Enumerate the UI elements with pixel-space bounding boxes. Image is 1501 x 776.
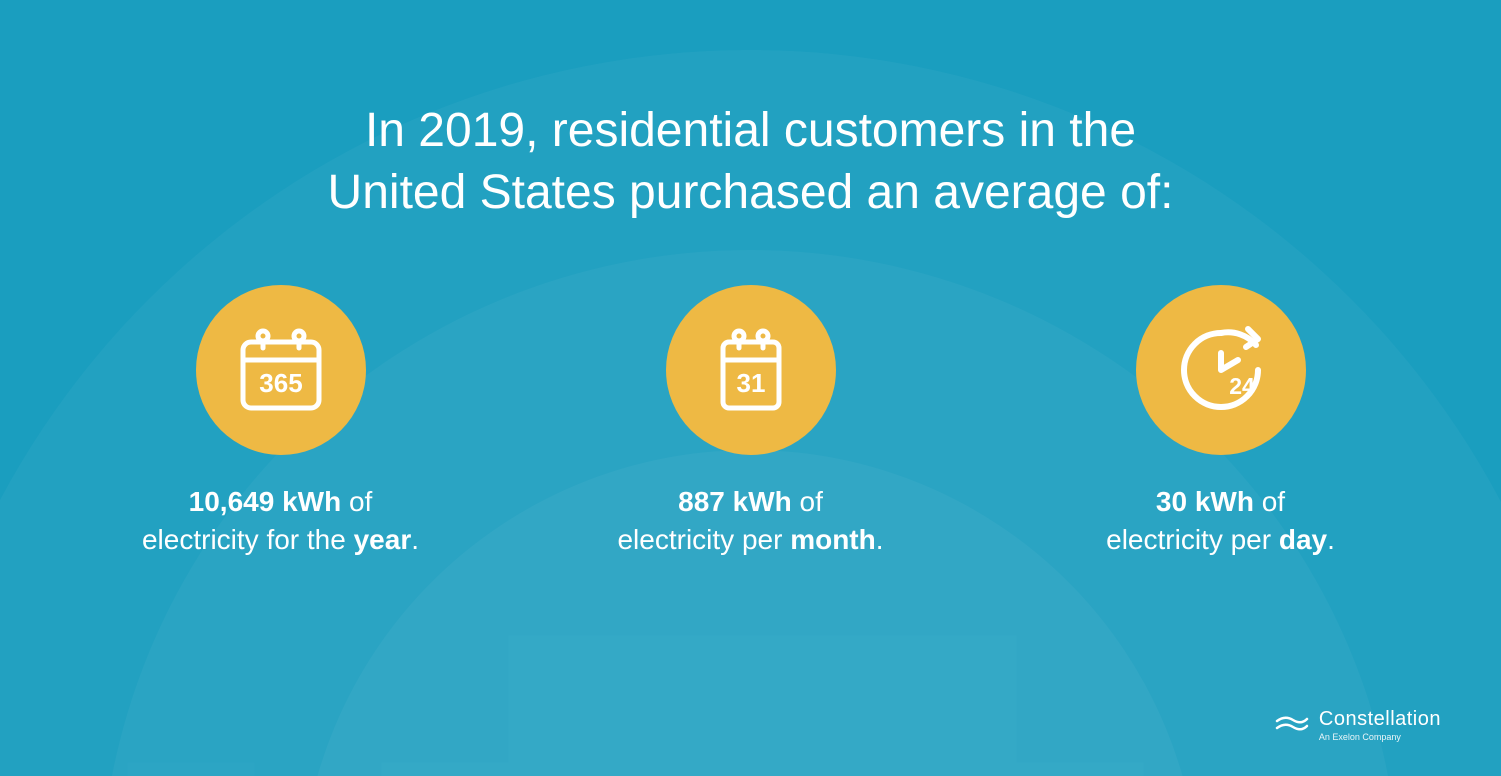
clock-24-icon: 24 [1136, 285, 1306, 455]
calendar-365-icon: 365 [196, 285, 366, 455]
clock-24-label: 24 [1229, 373, 1255, 399]
stat-day-value: 30 kWh [1156, 486, 1254, 517]
stat-day-text: 30 kWh of electricity per day. [1106, 483, 1335, 559]
brand-text: Constellation An Exelon Company [1319, 708, 1441, 742]
brand-name: Constellation [1319, 708, 1441, 731]
stat-month-text: 887 kWh of electricity per month. [617, 483, 883, 559]
brand-sub: An Exelon Company [1319, 732, 1401, 742]
calendar-31-icon: 31 [666, 285, 836, 455]
headline: In 2019, residential customers in the Un… [328, 100, 1174, 225]
headline-line2: United States purchased an average of: [328, 166, 1174, 219]
stat-month-value: 887 kWh [678, 486, 792, 517]
calendar-31-label: 31 [736, 368, 765, 398]
stat-day: 24 30 kWh of electricity per day. [1071, 285, 1371, 559]
content: In 2019, residential customers in the Un… [0, 0, 1501, 776]
stat-month: 31 887 kWh of electricity per month. [601, 285, 901, 559]
stat-year: 365 10,649 kWh of electricity for the ye… [131, 285, 431, 559]
headline-line1: In 2019, residential customers in the [365, 104, 1136, 157]
stats-row: 365 10,649 kWh of electricity for the ye… [131, 285, 1371, 559]
calendar-365-label: 365 [259, 368, 302, 398]
brand-wave-icon [1275, 715, 1309, 735]
stat-year-value: 10,649 kWh [189, 486, 342, 517]
stat-year-text: 10,649 kWh of electricity for the year. [142, 483, 419, 559]
brand-logo: Constellation An Exelon Company [1275, 708, 1441, 742]
